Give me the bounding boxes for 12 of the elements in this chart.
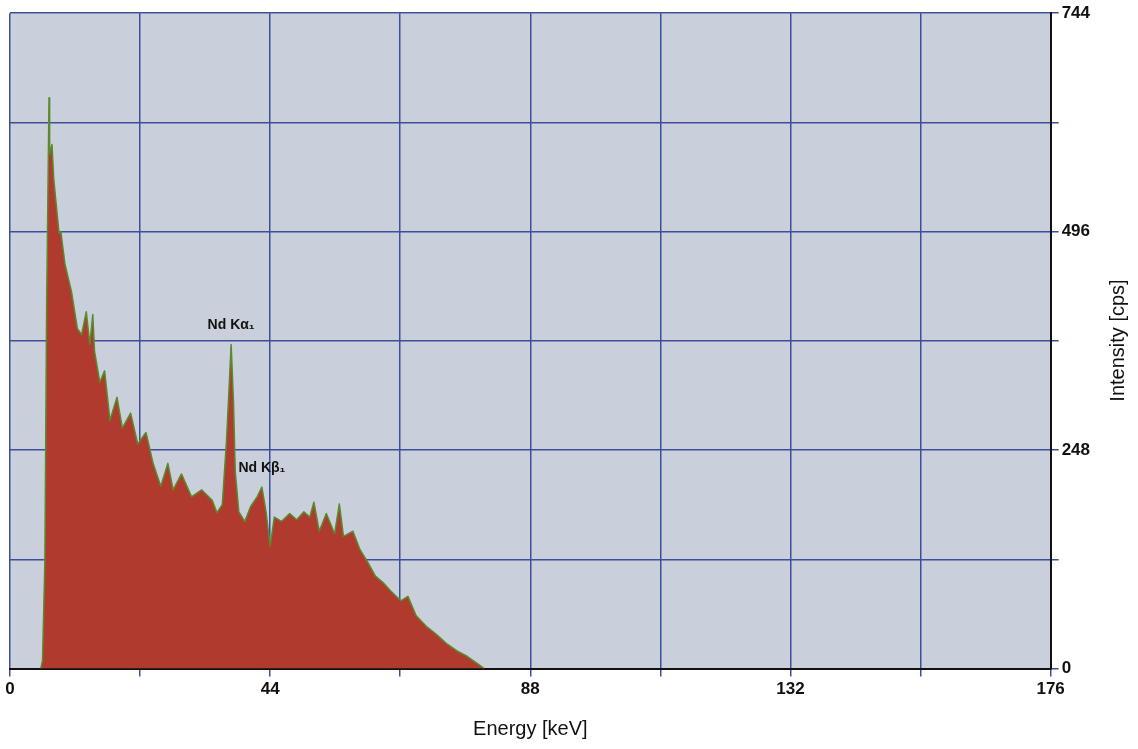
y-tick-label: 248 xyxy=(1061,439,1091,459)
y-axis-title: Intensity [cps] xyxy=(1105,278,1129,402)
y-tick-label: 0 xyxy=(1061,658,1072,678)
x-tick-label: 88 xyxy=(520,679,540,699)
annotation: Nd Kα₁ xyxy=(207,316,255,333)
y-tick-label: 496 xyxy=(1061,221,1091,241)
x-tick-label: 176 xyxy=(1036,679,1065,699)
x-tick-label: 44 xyxy=(260,679,281,699)
x-axis-title: Energy [keV] xyxy=(473,716,588,739)
x-tick-label: 0 xyxy=(5,679,15,699)
x-tick-label: 132 xyxy=(776,679,805,699)
y-tick-label: 744 xyxy=(1061,2,1091,22)
